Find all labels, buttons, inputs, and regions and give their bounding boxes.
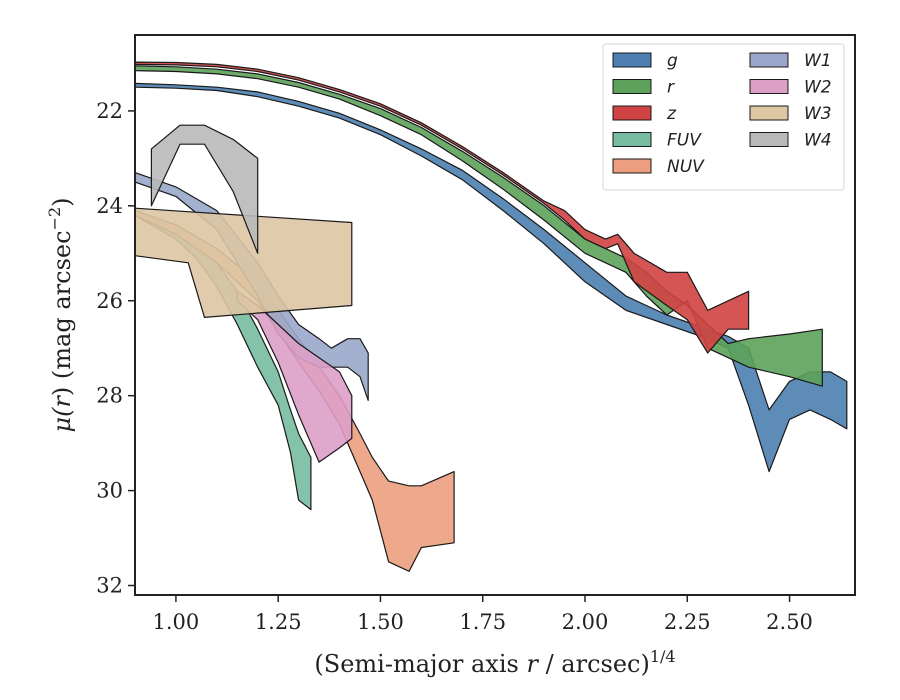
series-bands <box>134 61 848 572</box>
legend-label-w2: W2 <box>804 78 832 98</box>
legend-swatch-g <box>612 52 652 68</box>
y-tick-label: 30 <box>96 479 123 503</box>
band-r <box>134 65 823 387</box>
x-tick-label: 1.00 <box>153 610 200 634</box>
x-tick-label: 1.75 <box>459 610 506 634</box>
y-tick-label: 24 <box>96 194 123 218</box>
legend-swatch-w3 <box>749 105 789 121</box>
band-w2 <box>236 290 353 463</box>
legend-label-z: z <box>666 104 677 124</box>
legend: grz FUV NUV W1 W2 W3 W4 <box>602 43 845 191</box>
band-z <box>134 61 750 354</box>
y-axis: 22 24 26 28 30 32 <box>96 99 135 598</box>
legend-swatch-z <box>612 105 652 121</box>
x-tick-label: 2.25 <box>664 610 711 634</box>
x-axis-label: (Semi-major axis r / arcsec)1/4 <box>314 647 675 678</box>
legend-swatch-r <box>612 79 652 94</box>
legend-swatch-fuv <box>612 132 652 147</box>
x-tick-label: 1.25 <box>255 610 302 634</box>
band-w4 <box>150 124 259 254</box>
y-tick-label: 22 <box>96 99 123 123</box>
x-tick-label: 2.00 <box>562 610 609 634</box>
band-w3 <box>134 207 353 318</box>
x-axis: 1.00 1.25 1.50 1.75 2.00 2.25 2.50 <box>153 595 813 634</box>
x-tick-label: 1.50 <box>357 610 404 634</box>
legend-label-g: g <box>667 51 678 71</box>
legend-swatch-w2 <box>749 79 789 94</box>
y-tick-label: 32 <box>96 574 123 598</box>
x-tick-label: 2.50 <box>766 610 813 634</box>
legend-label-w1: W1 <box>804 51 832 71</box>
legend-label-r: r <box>667 78 675 98</box>
legend-swatch-nuv <box>612 158 652 174</box>
legend-label-w3: W3 <box>804 104 832 124</box>
y-axis-label: μ(r) (mag arcsec−2) <box>45 197 76 432</box>
y-tick-label: 26 <box>96 289 123 313</box>
legend-label-w4: W4 <box>804 131 832 151</box>
legend-label-nuv: NUV <box>667 157 705 177</box>
band-g <box>134 82 848 473</box>
legend-swatch-w4 <box>749 132 789 147</box>
y-tick-label: 28 <box>96 384 123 408</box>
plot-frame <box>134 34 856 596</box>
legend-label-fuv: FUV <box>667 131 702 151</box>
legend-swatch-w1 <box>749 52 789 68</box>
